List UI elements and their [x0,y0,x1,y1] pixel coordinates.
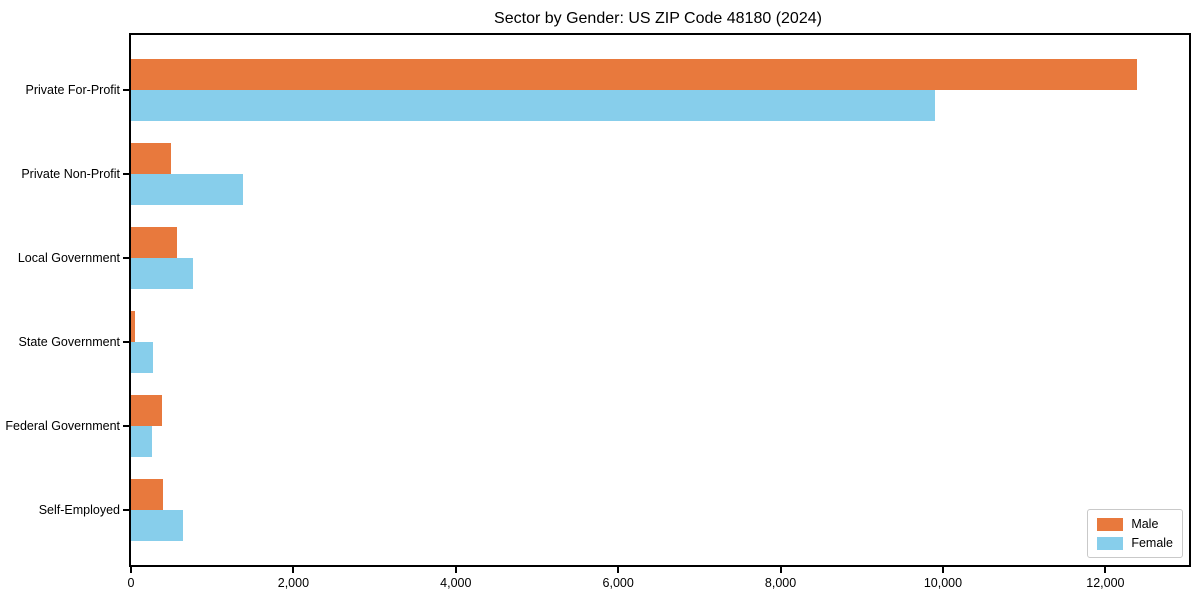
plot-area: Male Female Private For-Profit Private No… [5,33,1191,590]
x-axis-tick-5 [941,567,944,573]
x-axis-tick-0 [130,567,132,573]
x-axis-tick-4 [779,567,782,573]
legend: Male Female [1087,509,1183,558]
legend-label-male: Male [1131,517,1159,531]
x-axis-tick-3 [617,567,620,573]
y-axis-tick-2 [123,257,129,259]
legend-label-female: Female [1131,536,1173,550]
bar-male-2 [131,227,178,258]
y-axis-tick-3 [123,341,129,343]
x-axis-tick-2 [454,567,457,573]
legend-swatch-male [1097,517,1124,531]
y-axis-label-1: Private Non-Profit [21,167,120,181]
x-axis-label-3: 6,000 [602,576,634,590]
x-axis-label-6: 12,000 [1086,576,1125,590]
bar-female-4 [131,426,153,457]
y-axis-tick-1 [123,173,129,175]
bar-female-3 [131,342,153,373]
bar-female-0 [131,90,935,121]
bar-male-5 [131,479,163,510]
y-axis-label-4: Federal Government [5,419,120,433]
chart-title: Sector by Gender: US ZIP Code 48180 (202… [494,10,822,27]
bar-male-0 [131,59,1138,90]
x-axis-tick-1 [292,567,295,573]
x-axis-label-1: 2,000 [277,576,310,590]
x-axis-label-2: 4,000 [440,576,472,590]
x-axis-label-0: 0 [127,576,135,590]
bar-female-2 [131,258,193,289]
y-axis-label-5: Self-Employed [38,503,120,517]
legend-item-female: Female [1097,536,1173,550]
bar-female-1 [131,174,244,205]
x-axis-tick-6 [1104,567,1107,573]
bar-male-3 [131,311,136,342]
y-axis-label-3: State Government [18,335,120,349]
bar-male-4 [131,395,162,426]
y-axis-label-0: Private For-Profit [25,83,120,97]
bar-female-5 [131,510,183,541]
legend-swatch-female [1097,536,1124,550]
bar-male-1 [131,143,171,174]
y-axis-tick-0 [123,89,129,91]
x-axis-label-4: 8,000 [764,576,797,590]
legend-item-male: Male [1097,517,1173,531]
y-axis-tick-5 [123,509,129,511]
y-axis-tick-4 [123,425,129,427]
y-axis-label-2: Local Government [17,251,120,265]
x-axis-label-5: 10,000 [923,576,963,590]
